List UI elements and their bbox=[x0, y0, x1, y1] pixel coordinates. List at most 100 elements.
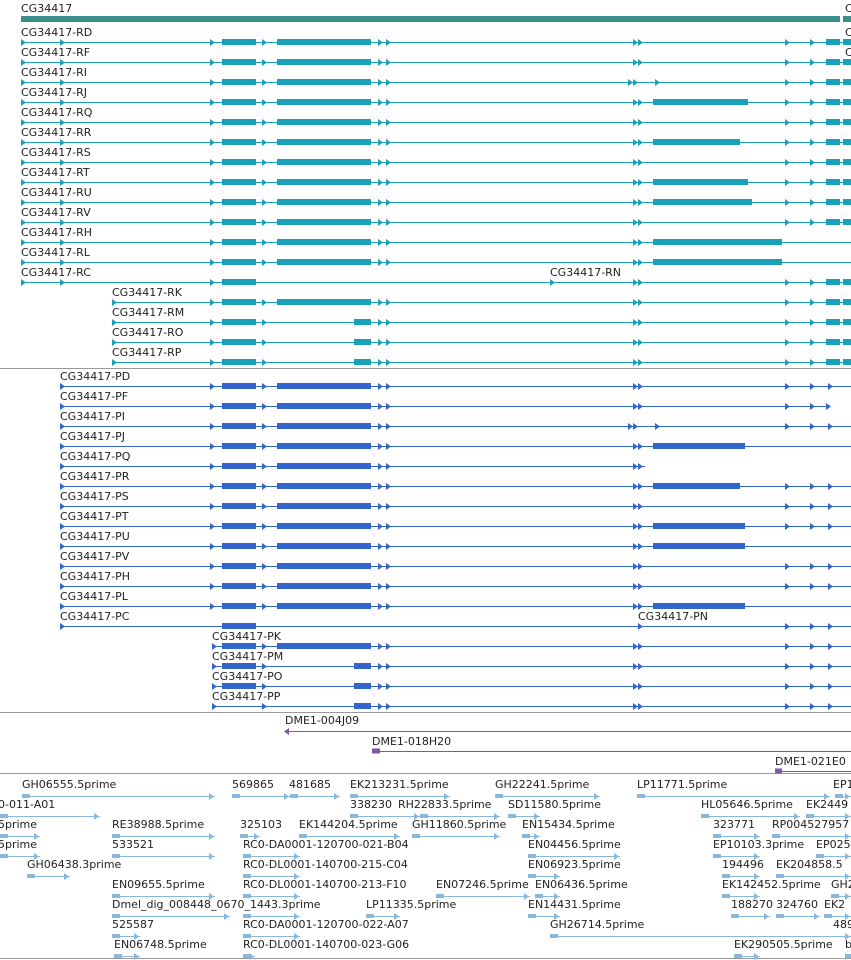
est-label[interactable]: 533521 bbox=[112, 838, 154, 851]
transcript-label[interactable]: CG34417-RT bbox=[21, 166, 90, 179]
est-label[interactable]: EN14431.5prime bbox=[528, 898, 621, 911]
est-label[interactable]: EK142452.5prime bbox=[722, 878, 821, 891]
est-label[interactable]: Dmel_dig_008448_0670_1443.3prime bbox=[112, 898, 321, 911]
exon-arrow bbox=[655, 423, 660, 430]
est-label[interactable]: EK2449 bbox=[806, 798, 849, 811]
est-label[interactable]: EP1 bbox=[833, 778, 851, 791]
est-label[interactable]: 194496 bbox=[722, 858, 764, 871]
est-label[interactable]: GH06555.5prime bbox=[22, 778, 117, 791]
clone-label[interactable]: DME1-021E0 bbox=[775, 755, 846, 768]
transcript-label[interactable]: CG34417-RD bbox=[21, 26, 93, 39]
transcript-label[interactable]: CG34417-RF bbox=[21, 46, 91, 59]
protein-label[interactable]: CG34417-PD bbox=[60, 370, 131, 383]
transcript-label[interactable]: CG34417-RN bbox=[550, 266, 622, 279]
transcript-label[interactable]: CG34417-RP bbox=[112, 346, 182, 359]
est-label[interactable]: EN07246.5prime bbox=[436, 878, 529, 891]
est-label[interactable]: 338230 bbox=[350, 798, 392, 811]
protein-label[interactable]: CG34417-PP bbox=[212, 690, 281, 703]
transcript-label[interactable]: CG34417-RH bbox=[21, 226, 93, 239]
exon-arrow bbox=[633, 603, 638, 610]
est-label[interactable]: RC0-DA0001-120700-021-B04 bbox=[243, 838, 409, 851]
transcript-label[interactable]: CG34417-RU bbox=[21, 186, 92, 199]
est-label[interactable]: GH26714.5prime bbox=[550, 918, 645, 931]
transcript-label[interactable]: CG34417-RR bbox=[21, 126, 92, 139]
transcript-label[interactable]: C bbox=[845, 26, 851, 39]
protein-label[interactable]: CG34417-PK bbox=[212, 630, 282, 643]
transcript-label[interactable]: CG34417-RV bbox=[21, 206, 91, 219]
protein-label[interactable]: CG34417-PN bbox=[638, 610, 709, 623]
est-label[interactable]: EK213231.5prime bbox=[350, 778, 449, 791]
transcript-label[interactable]: CG34417-RQ bbox=[21, 106, 93, 119]
est-label[interactable]: EP025 bbox=[816, 838, 851, 851]
est-label[interactable]: 323771 bbox=[713, 818, 755, 831]
est-label[interactable]: 0-011-A01 bbox=[0, 798, 56, 811]
transcript-label[interactable]: CG34417-RJ bbox=[21, 86, 88, 99]
protein-label[interactable]: CG34417-PU bbox=[60, 530, 130, 543]
est-label[interactable]: RE38988.5prime bbox=[112, 818, 205, 831]
est-label[interactable]: 569865 bbox=[232, 778, 274, 791]
est-label[interactable]: RC0-DL0001-140700-023-G06 bbox=[243, 938, 410, 951]
est-label[interactable]: RC0-DL0001-140700-215-C04 bbox=[243, 858, 408, 871]
est-label[interactable]: RC0-DA0001-120700-022-A07 bbox=[243, 918, 409, 931]
est-label[interactable]: EK290505.5prime bbox=[734, 938, 833, 951]
protein-label[interactable]: CG34417-PH bbox=[60, 570, 131, 583]
protein-label[interactable]: CG34417-PQ bbox=[60, 450, 131, 463]
protein-label[interactable]: CG34417-PO bbox=[212, 670, 283, 683]
est-label[interactable]: EP10103.3prime bbox=[713, 838, 805, 851]
est-label[interactable]: EN15434.5prime bbox=[522, 818, 615, 831]
est-label[interactable]: 188270 bbox=[731, 898, 773, 911]
protein-label[interactable]: CG34417-PF bbox=[60, 390, 129, 403]
est-label[interactable]: GH06438.3prime bbox=[27, 858, 122, 871]
clone-label[interactable]: DME1-004J09 bbox=[285, 714, 360, 727]
clone-label[interactable]: DME1-018H20 bbox=[372, 735, 452, 748]
est-label[interactable]: HL05646.5prime bbox=[701, 798, 793, 811]
transcript-label[interactable]: CG34417-RO bbox=[112, 326, 184, 339]
est-label[interactable]: LP11771.5prime bbox=[637, 778, 728, 791]
protein-label[interactable]: CG34417-PT bbox=[60, 510, 129, 523]
est-label[interactable]: SD11580.5prime bbox=[508, 798, 601, 811]
est-label[interactable]: 481685 bbox=[289, 778, 331, 791]
protein-label[interactable]: CG34417-PJ bbox=[60, 430, 126, 443]
est-label[interactable]: EN09655.5prime bbox=[112, 878, 205, 891]
transcript-label[interactable]: CG34417-RK bbox=[112, 286, 183, 299]
transcript-label[interactable]: CG34417-RI bbox=[21, 66, 88, 79]
est-label[interactable]: EK204858.5 bbox=[776, 858, 843, 871]
est-label[interactable]: 325103 bbox=[240, 818, 282, 831]
transcript-label[interactable]: CG34417-RC bbox=[21, 266, 91, 279]
transcript-label[interactable]: CG34417-RM bbox=[112, 306, 185, 319]
est-label[interactable]: 5prime bbox=[0, 838, 38, 851]
gene-label[interactable]: CG34417 bbox=[21, 2, 73, 15]
est-label[interactable]: 5prime bbox=[0, 818, 38, 831]
protein-label[interactable]: CG34417-PS bbox=[60, 490, 129, 503]
transcript-label[interactable]: CG34417-RL bbox=[21, 246, 90, 259]
exon-arrow bbox=[628, 423, 633, 430]
est-label[interactable]: LP11335.5prime bbox=[366, 898, 457, 911]
protein-label[interactable]: CG34417-PR bbox=[60, 470, 130, 483]
protein-label[interactable]: CG34417-PL bbox=[60, 590, 128, 603]
est-label[interactable]: RP004527957 bbox=[772, 818, 850, 831]
est-label[interactable]: 489 bbox=[833, 918, 851, 931]
est-label[interactable]: RH22833.5prime bbox=[398, 798, 492, 811]
protein-label[interactable]: CG34417-PV bbox=[60, 550, 130, 563]
est-label[interactable]: b bbox=[845, 938, 851, 951]
est-label[interactable]: EK144204.5prime bbox=[299, 818, 398, 831]
est-label[interactable]: 525587 bbox=[112, 918, 154, 931]
est-label[interactable]: EK2 bbox=[824, 898, 846, 911]
exon-arrow bbox=[810, 663, 815, 670]
protein-label[interactable]: CG34417-PC bbox=[60, 610, 130, 623]
protein-label[interactable]: CG34417-PI bbox=[60, 410, 126, 423]
protein-label[interactable]: CG34417-PM bbox=[212, 650, 284, 663]
est-label[interactable]: EN06436.5prime bbox=[535, 878, 628, 891]
transcript-label[interactable]: C bbox=[845, 46, 851, 59]
est-label[interactable]: EN06923.5prime bbox=[528, 858, 621, 871]
est-label[interactable]: GH11860.5prime bbox=[412, 818, 507, 831]
est-label[interactable]: EN04456.5prime bbox=[528, 838, 621, 851]
est-label[interactable]: EN06748.5prime bbox=[114, 938, 207, 951]
gene-label-cut[interactable]: C bbox=[845, 2, 851, 15]
est-label[interactable]: 324760 bbox=[776, 898, 818, 911]
transcript-label[interactable]: CG34417-RS bbox=[21, 146, 91, 159]
est-label[interactable]: GH2 bbox=[831, 878, 851, 891]
est-label[interactable]: GH22241.5prime bbox=[495, 778, 590, 791]
est-label[interactable]: RC0-DL0001-140700-213-F10 bbox=[243, 878, 407, 891]
